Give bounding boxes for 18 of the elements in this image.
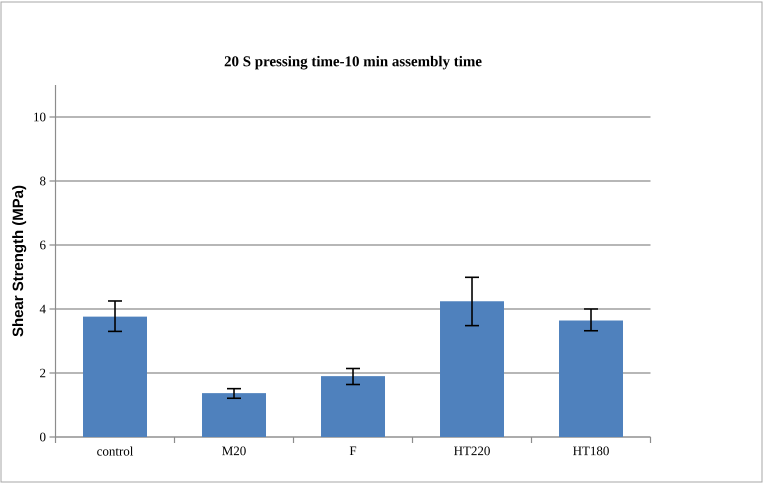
y-tick-label: 10 xyxy=(34,112,46,122)
y-tick-label: 2 xyxy=(40,368,46,378)
bar xyxy=(83,316,148,437)
x-tick-label: HT220 xyxy=(454,446,490,456)
x-tick-label: HT180 xyxy=(573,446,609,456)
y-tick-label: 8 xyxy=(40,176,46,186)
y-tick-label: 0 xyxy=(40,432,46,442)
bar xyxy=(440,301,504,437)
chart-title: 20 S pressing time-10 min assembly time xyxy=(224,56,482,70)
y-tick-label: 4 xyxy=(40,304,46,314)
y-axis-title: Shear Strength (MPa) xyxy=(12,186,26,337)
x-tick-label: control xyxy=(97,446,134,456)
x-tick-label: M20 xyxy=(222,446,246,456)
bar xyxy=(321,376,386,437)
y-tick-label: 6 xyxy=(40,240,46,250)
x-tick-label: F xyxy=(350,446,356,455)
bar xyxy=(202,393,266,437)
bar xyxy=(559,320,624,437)
